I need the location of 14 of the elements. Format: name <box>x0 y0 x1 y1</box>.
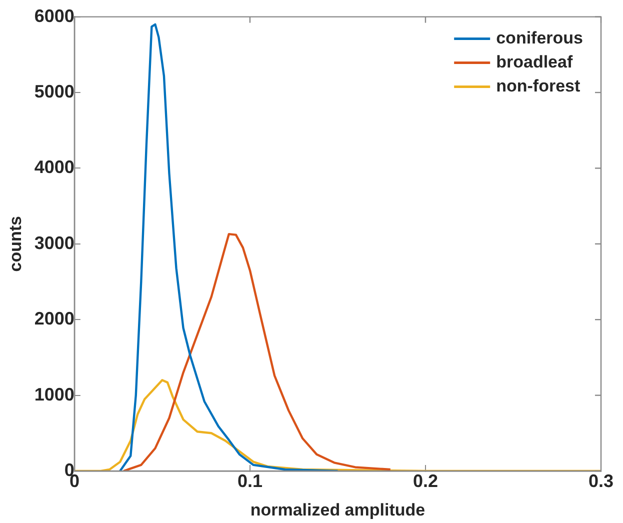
legend-label: broadleaf <box>496 52 573 72</box>
legend-label: coniferous <box>496 28 584 48</box>
x-axis-title: normalized amplitude <box>250 500 426 520</box>
y-tick-label: 5000 <box>34 81 74 102</box>
y-tick-label: 4000 <box>34 157 74 178</box>
y-tick-label: 2000 <box>34 308 74 329</box>
x-tick-label: 0.3 <box>588 470 614 491</box>
legend-label: non-forest <box>496 76 580 96</box>
x-tick-label: 0.2 <box>412 470 438 491</box>
y-tick-label: 1000 <box>34 384 74 404</box>
y-axis-title: counts <box>6 216 25 272</box>
y-tick-label: 6000 <box>34 6 74 26</box>
y-tick-label: 3000 <box>34 232 74 253</box>
x-tick-label: 0.1 <box>237 470 262 491</box>
